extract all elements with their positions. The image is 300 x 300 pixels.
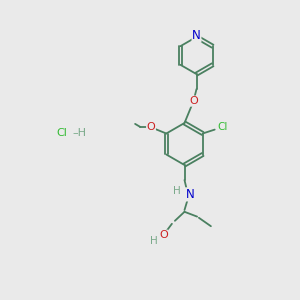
Text: O: O	[147, 122, 155, 132]
Text: N: N	[192, 29, 201, 42]
Text: O: O	[159, 230, 168, 240]
Text: N: N	[185, 188, 194, 201]
Text: Cl: Cl	[56, 128, 67, 139]
Text: H: H	[173, 186, 181, 197]
Text: Cl: Cl	[218, 122, 228, 133]
Text: O: O	[189, 96, 198, 106]
Text: H: H	[150, 236, 158, 246]
Text: –H: –H	[73, 128, 86, 139]
